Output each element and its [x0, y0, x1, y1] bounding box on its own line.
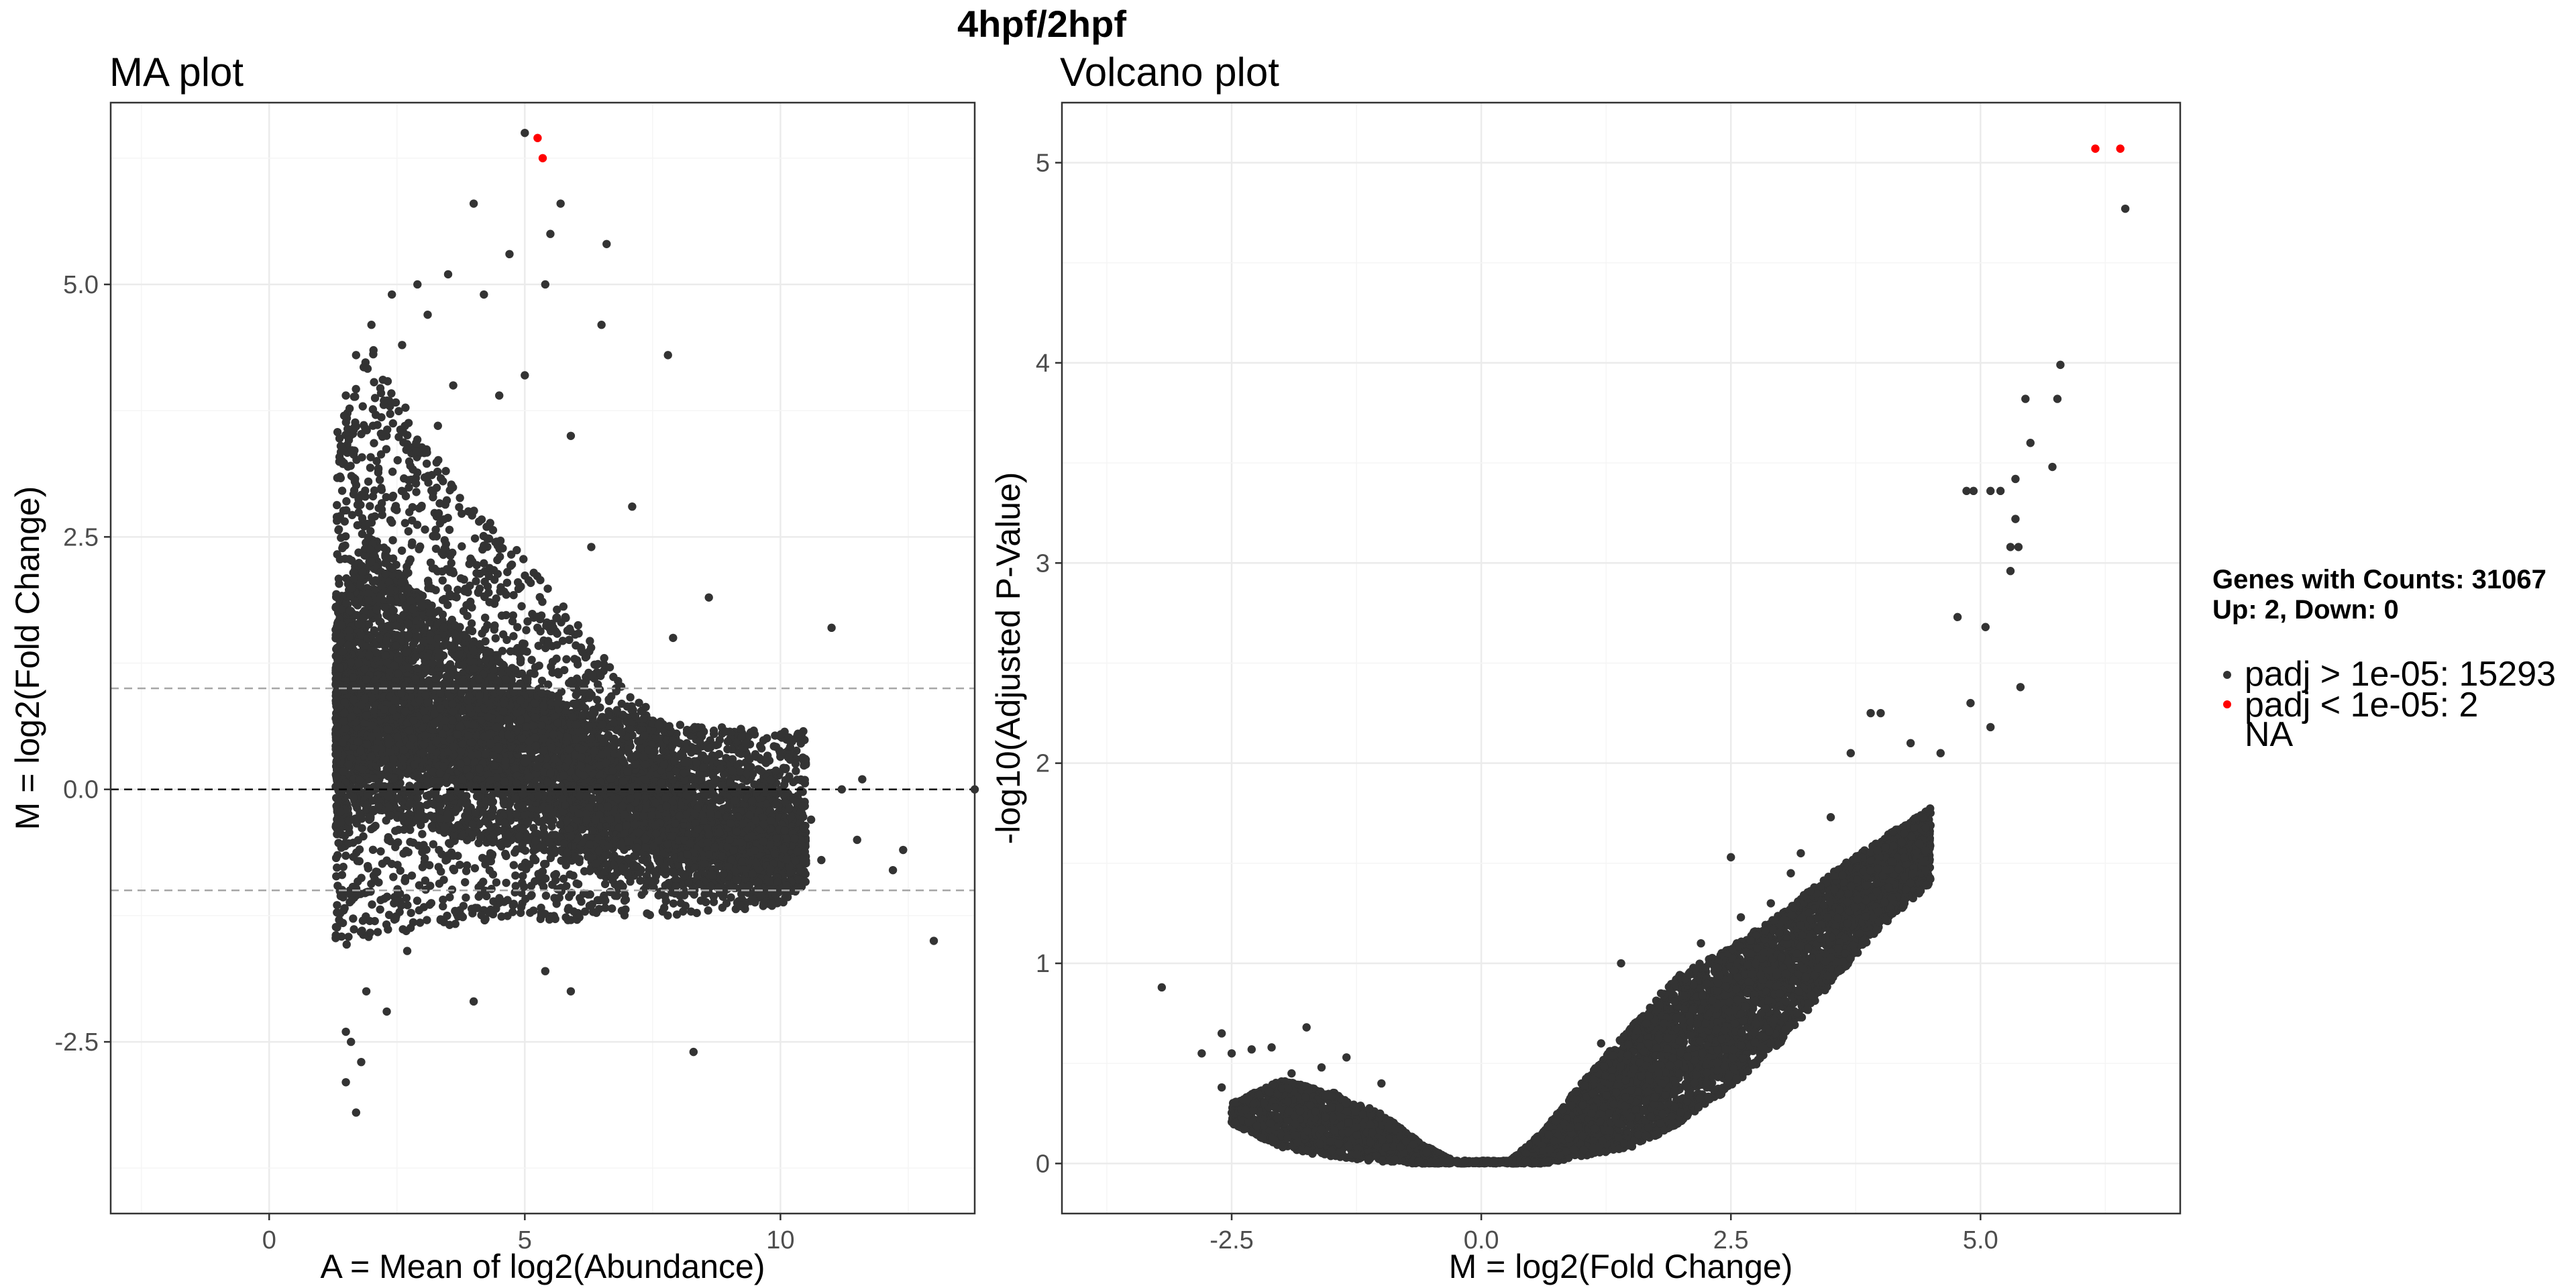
ma-plot-point — [364, 888, 372, 896]
ma-plot-point — [333, 923, 341, 932]
ma-plot-point — [427, 822, 436, 830]
ma-plot-point — [333, 901, 341, 910]
ma-plot-point — [415, 545, 423, 553]
ma-plot-point — [391, 826, 400, 835]
ma-plot-point — [341, 851, 350, 860]
ma-plot-point — [621, 890, 629, 899]
ma-plot-point — [600, 879, 610, 889]
ma-plot-point — [511, 848, 519, 857]
ma-plot-point — [432, 458, 441, 467]
ma-plot-point — [421, 525, 429, 534]
ma-plot-point — [404, 476, 413, 484]
ma-plot-point — [669, 899, 678, 908]
ma-plot-point — [445, 525, 454, 534]
ma-plot-point — [342, 497, 351, 506]
ma-plot-point — [527, 655, 536, 664]
ma-plot-point — [378, 859, 387, 868]
ma-plot-point — [407, 908, 415, 918]
ma-plot-point — [709, 726, 718, 735]
ma-plot-point — [477, 515, 486, 524]
ma-plot-point — [366, 453, 375, 462]
ma-plot-point — [541, 891, 551, 900]
ma-plot-point — [355, 845, 364, 854]
ma-plot-point — [474, 892, 483, 901]
ma-plot-gridlines — [111, 103, 975, 1214]
ma-plot-point — [562, 655, 571, 663]
ma-plot-point — [393, 455, 402, 465]
ma-plot-point — [366, 502, 374, 511]
ma-plot-point — [364, 864, 373, 873]
ma-plot-point — [574, 621, 582, 630]
ma-plot-point — [373, 928, 382, 936]
ma-plot-point — [547, 822, 556, 830]
ma-plot-point — [358, 402, 367, 411]
ma-plot-point — [397, 546, 407, 555]
ma-plot-point — [374, 468, 383, 477]
ma-plot-point — [370, 378, 378, 386]
ma-plot-point — [455, 494, 464, 502]
ma-plot-point — [375, 476, 384, 484]
ma-plot-title: MA plot — [109, 50, 244, 95]
ma-plot-point — [337, 533, 345, 542]
ma-plot-point — [476, 833, 485, 843]
ma-plot-panel: MA plot 0 5 10 -2.50.02.55.0 A = Mean of l… — [9, 50, 979, 1285]
ma-plot-point — [676, 720, 685, 729]
ma-plot-point — [352, 384, 360, 394]
ma-plot-point — [408, 538, 417, 547]
ma-plot-point — [432, 532, 441, 541]
ma-plot-point — [404, 527, 413, 536]
ma-plot-point — [350, 392, 359, 401]
ma-plot-point — [409, 838, 418, 847]
ma-plot-point — [333, 427, 342, 437]
ma-plot-point — [608, 904, 616, 913]
ma-plot-point — [519, 555, 528, 564]
ma-plot-point — [461, 877, 470, 887]
ma-plot-point — [368, 900, 376, 909]
ma-plot-point — [345, 404, 354, 413]
ma-plot-point — [334, 525, 343, 534]
ma-plot-point — [386, 409, 394, 419]
ma-plot-point — [792, 767, 800, 775]
ma-plot-point — [501, 849, 510, 859]
figure-title: 4hpf/2hpf — [957, 3, 1126, 45]
ma-plot-point — [413, 896, 422, 905]
ma-plot-point — [360, 421, 368, 430]
ma-plot-point — [349, 914, 358, 923]
ma-plot-point — [645, 910, 654, 920]
ma-plot-point — [533, 623, 542, 632]
ma-plot-point — [335, 555, 345, 564]
ma-plot-point — [502, 878, 511, 888]
ma-plot-point — [443, 911, 451, 920]
ma-plot-point — [368, 492, 378, 501]
ma-plot-point — [402, 894, 411, 902]
ma-plot-point — [564, 916, 572, 924]
ma-plot-point — [417, 501, 426, 511]
ma-plot-point — [389, 873, 398, 881]
ma-plot-point — [388, 467, 397, 476]
ma-plot-point — [383, 425, 392, 434]
ma-plot-point — [488, 526, 498, 535]
ma-plot-point — [342, 506, 351, 515]
ma-plot-point — [553, 605, 561, 614]
ma-plot-point — [388, 419, 397, 428]
ma-plot-point — [406, 555, 415, 564]
ma-plot-point — [372, 457, 381, 466]
ma-plot-point — [485, 866, 494, 875]
ma-plot-point — [376, 847, 385, 856]
ma-plot-point — [438, 610, 447, 619]
ma-plot-point — [559, 602, 568, 611]
ma-plot-point — [522, 626, 531, 635]
ma-plot-point — [342, 940, 351, 949]
ma-plot-point — [503, 568, 512, 576]
ma-plot-point — [376, 905, 384, 914]
ma-plot-point — [757, 744, 766, 753]
ma-plot-point — [438, 576, 447, 585]
ma-plot-point — [555, 820, 565, 829]
ma-plot-point — [422, 459, 431, 468]
ma-plot-point — [405, 483, 413, 492]
